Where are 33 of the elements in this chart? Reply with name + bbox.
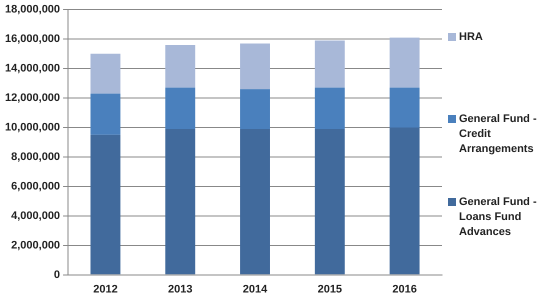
bar: [90, 94, 120, 135]
y-tick-label: 6,000,000: [11, 180, 60, 192]
y-tick-label: 8,000,000: [11, 150, 60, 163]
x-tick-label: 2013: [168, 283, 192, 296]
bar: [90, 134, 120, 274]
bar: [165, 44, 196, 88]
bar: [240, 43, 270, 90]
bar: [314, 88, 345, 129]
y-tick-label: 0: [54, 268, 60, 281]
x-tick-label: 2014: [242, 283, 268, 296]
y-tick-label: 18,000,000: [4, 4, 60, 16]
bar: [165, 88, 196, 129]
y-tick-label: 14,000,000: [4, 62, 60, 75]
legend-label: HRA: [459, 30, 483, 45]
bar: [240, 128, 270, 274]
legend-label: General Fund - Loans Fund Advances: [459, 195, 538, 240]
x-tick-label: 2016: [392, 283, 417, 296]
bar: [314, 128, 345, 274]
bar: [240, 89, 270, 129]
x-tick-label: 2015: [318, 283, 342, 296]
legend-label: General Fund - Credit Arrangements: [459, 112, 538, 157]
x-tick-label: 2012: [93, 283, 118, 296]
bar: [314, 40, 345, 88]
bar: [390, 127, 420, 274]
bar: [390, 88, 420, 128]
bar: [165, 128, 196, 274]
y-tick-label: 4,000,000: [11, 210, 60, 222]
y-tick-label: 10,000,000: [4, 122, 60, 134]
y-tick-label: 2,000,000: [11, 239, 60, 252]
bar: [390, 38, 420, 88]
y-tick-label: 16,000,000: [4, 33, 60, 46]
y-tick-label: 12,000,000: [4, 92, 60, 104]
bar: [90, 54, 120, 94]
